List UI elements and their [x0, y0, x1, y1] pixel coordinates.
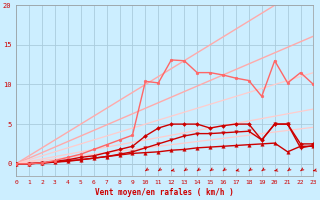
X-axis label: Vent moyen/en rafales ( km/h ): Vent moyen/en rafales ( km/h )	[95, 188, 234, 197]
